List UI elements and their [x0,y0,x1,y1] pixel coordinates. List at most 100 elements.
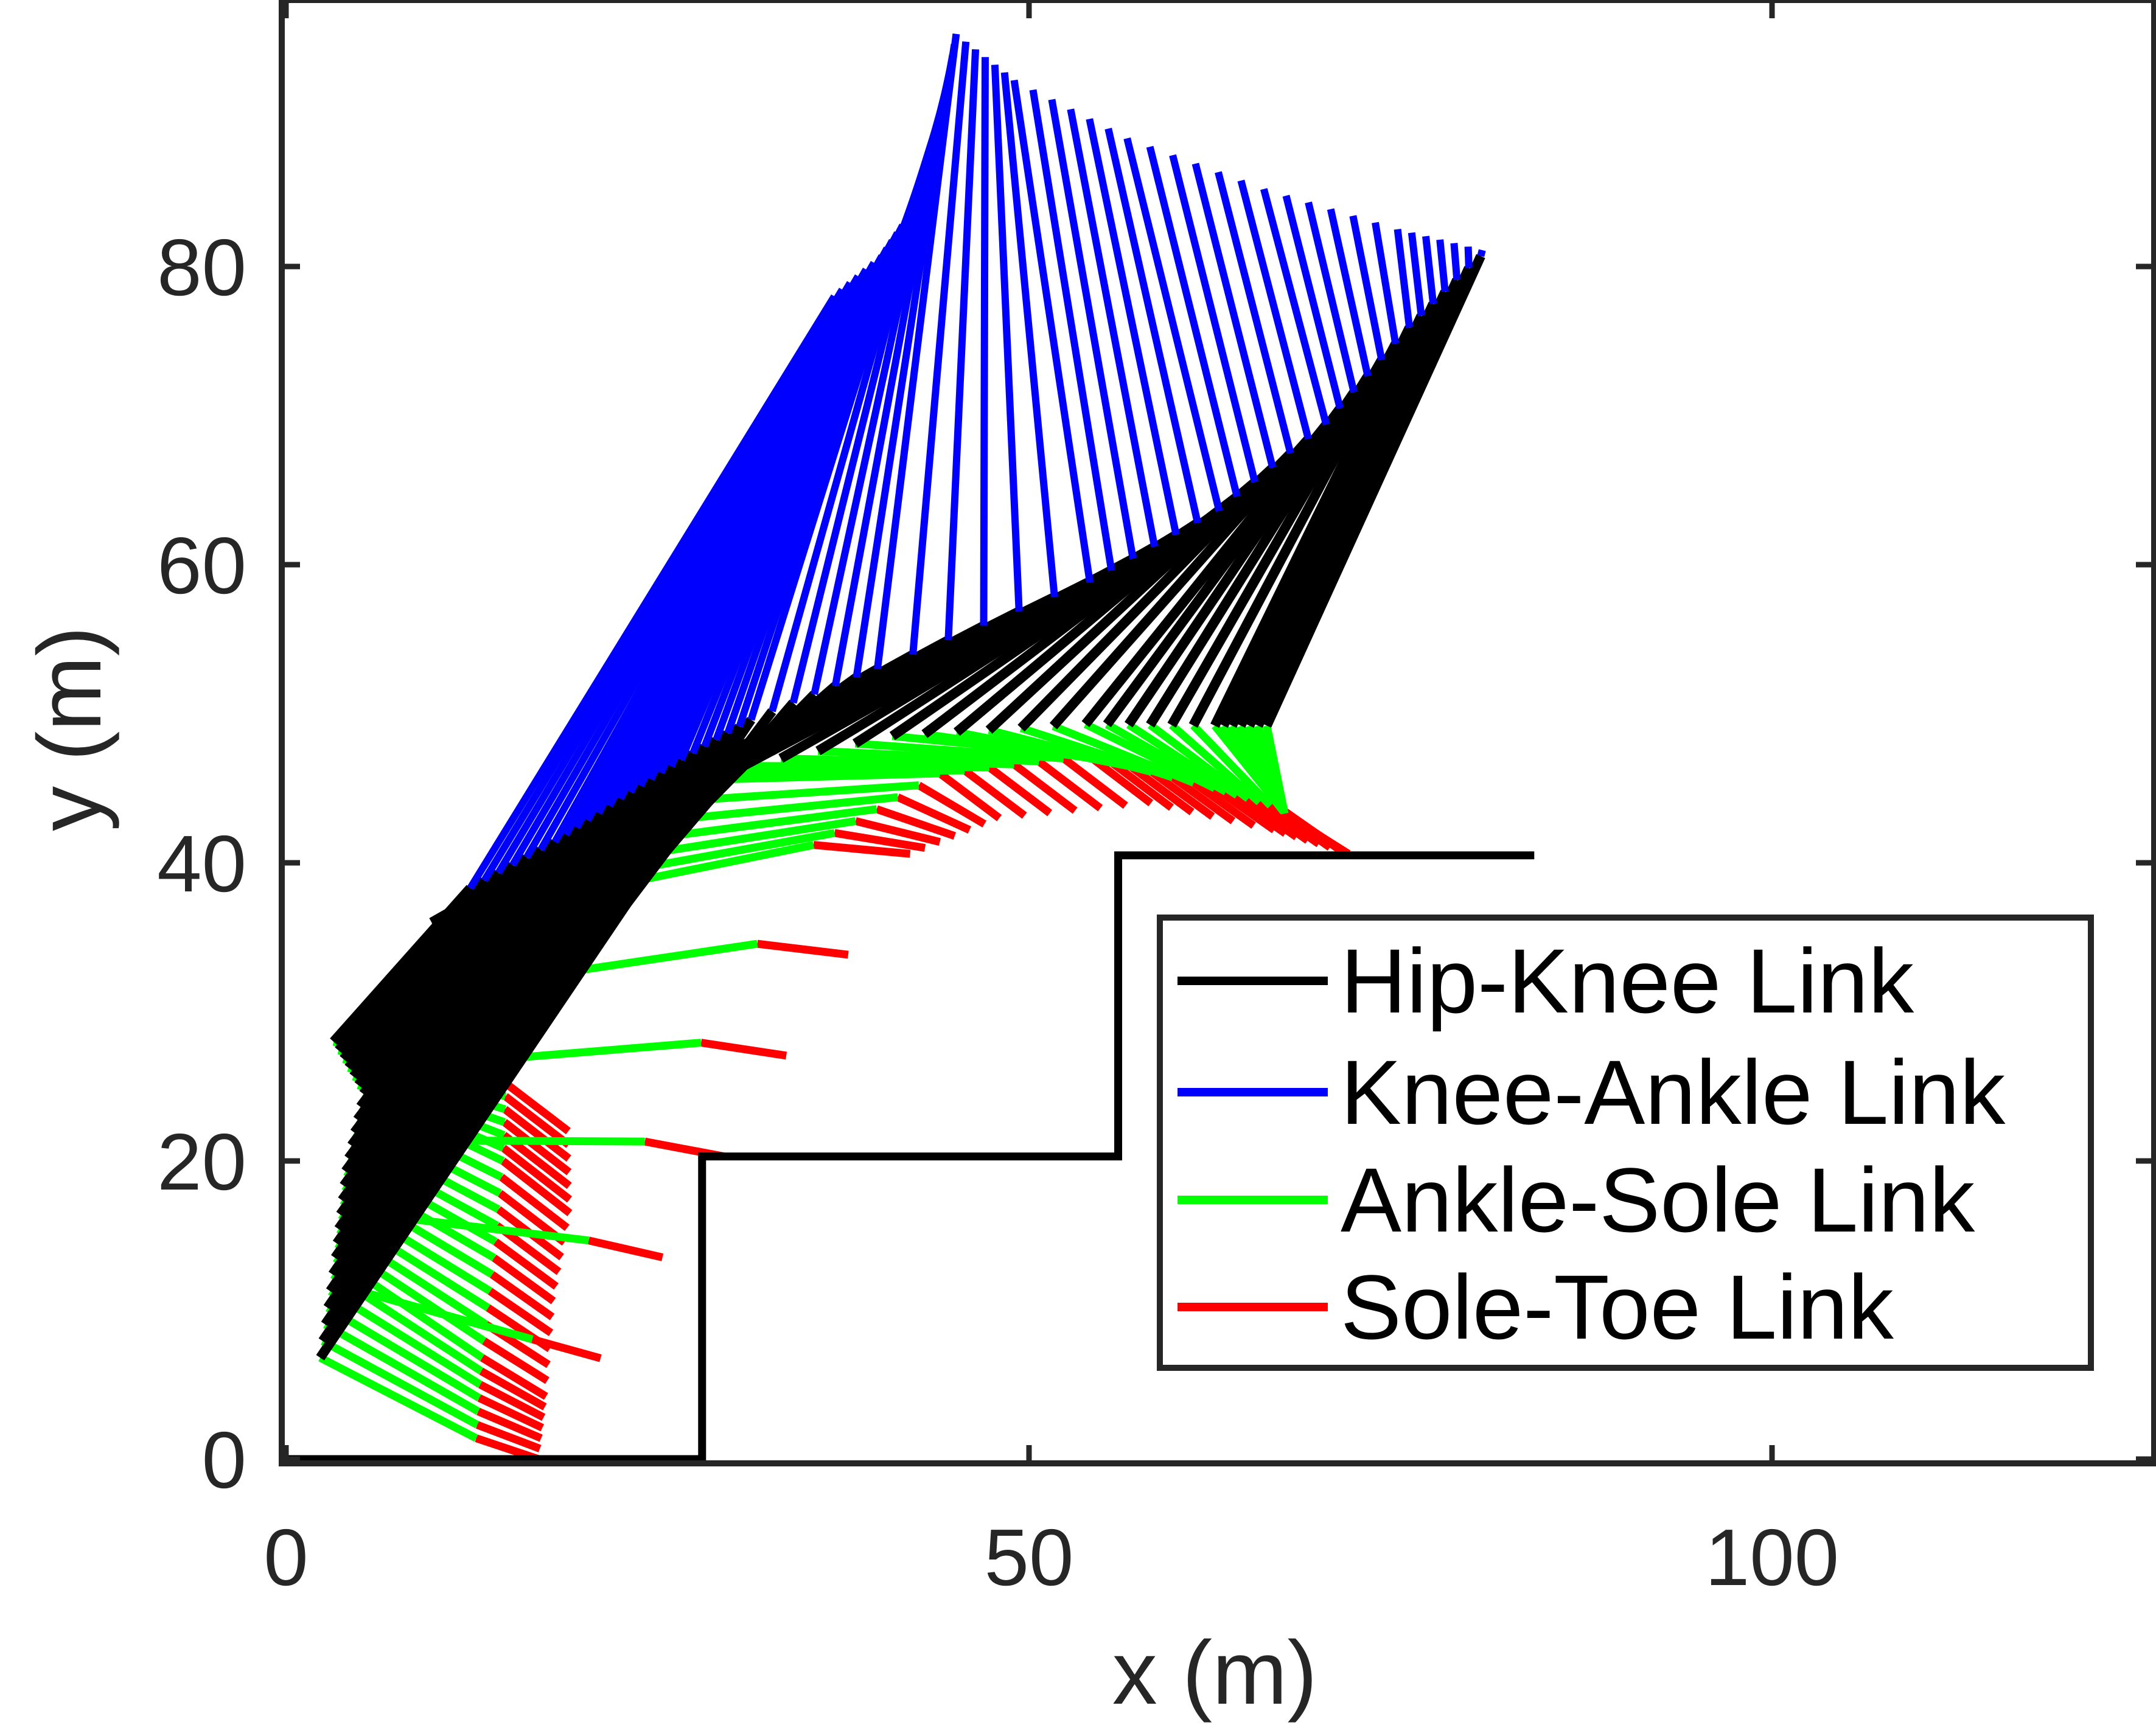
legend-box [1157,915,2094,1371]
hip-knee-link-pose-50 [1124,389,1358,728]
terrain-steps [286,851,1535,1463]
x-tick-label-50: 50 [985,1513,1074,1602]
ankle-sole-link-pose-47 [1052,722,1196,787]
knee-ankle-link-pose-29 [853,44,958,678]
x-tick-label-100: 100 [1705,1513,1839,1602]
sole-toe-link-pose-7 [499,1174,570,1231]
hip-knee-link-pose-52 [1167,357,1386,728]
link-trajectories [316,33,1486,1463]
sole-toe-link-pose-37 [962,767,1027,819]
sole-toe-link-pose-46 [1170,774,1236,824]
axes-frame [279,0,2156,1466]
legend: Hip-Knee Link Knee-Ankle Link Ankle-Sole… [1157,915,2094,1371]
sole-toe-link-pose-26 [587,1236,664,1261]
sole-toe-link-pose-40 [1036,758,1103,812]
legend-label-knee-ankle: Knee-Ankle Link [1341,1041,2006,1143]
knee-ankle-link-pose-40 [1086,118,1180,536]
knee-ankle-link-pose-36 [1010,79,1094,584]
knee-ankle-link-pose-2 [495,281,854,875]
knee-ankle-link-pose-32 [944,49,980,641]
sole-toe-link-pose-34 [896,793,972,834]
sole-toe-link-pose-38 [986,764,1053,817]
ankle-sole-link-pose-21 [326,1304,481,1402]
y-tick-label-20: 20 [157,1117,246,1207]
hip-knee-link-pose-53 [1188,341,1400,728]
sole-toe-link-pose-19 [479,1367,547,1410]
knee-ankle-link-pose-42 [1123,137,1223,512]
knee-ankle-link-pose-49 [1282,195,1344,409]
ankle-sole-link-pose-24 [318,1354,478,1442]
sole-toe-link-pose-6 [500,1157,573,1216]
sole-toe-link-pose-44 [1128,763,1195,815]
ankle-sole-link-pose-40 [817,747,1039,765]
sole-toe-link-pose-28 [700,1039,787,1060]
hip-knee-link-pose-57 [1236,290,1450,728]
knee-ankle-link-pose-57 [1436,239,1449,293]
knee-ankle-link-pose-48 [1260,188,1330,426]
hip-knee-link-pose-46 [1017,450,1294,732]
knee-ankle-link-pose-3 [509,274,862,867]
legend-label-sole-toe: Sole-Toe Link [1341,1256,1894,1358]
y-tick-label-80: 80 [157,223,246,312]
ankle-sole-link-pose-60 [1263,725,1289,815]
sole-toe-link-pose-1 [503,1093,571,1148]
x-axis-label: x (m) [1112,1623,1317,1723]
hip-knee-link-pose-54 [1210,325,1414,728]
ankle-sole-link-pose-50 [1126,721,1240,799]
hip-knee-link-pose-47 [1049,436,1313,730]
ankle-sole-link-pose-25 [337,1281,534,1343]
legend-label-hip-knee: Hip-Knee Link [1341,930,1914,1032]
sole-toe-link-pose-17 [482,1337,549,1384]
hip-knee-link-pose-16 [334,770,665,1232]
sole-toe-link-pose-41 [1061,755,1128,809]
knee-ankle-link-pose-4 [523,267,870,860]
knee-ankle-link-pose-47 [1237,179,1312,440]
ankle-sole-link-pose-39 [781,754,1014,768]
knee-ankle-link-pose-39 [1067,108,1159,548]
sole-toe-link-pose-18 [480,1354,548,1400]
y-axis-label: y (m) [19,626,120,831]
knee-ankle-link-pose-43 [1146,145,1241,498]
knee-ankle-link-pose-5 [537,260,877,852]
ankle-sole-link-pose-46 [1019,724,1174,781]
sole-toe-link-pose-35 [916,782,987,828]
sole-toe-link-pose-32 [854,817,941,846]
hip-knee-link-pose-60 [1262,254,1485,728]
ankle-sole-link-pose-52 [1169,722,1262,806]
sole-toe-link-pose-39 [1011,761,1078,814]
knee-ankle-link-pose-46 [1215,171,1294,455]
sole-toe-link-pose-29 [756,939,849,959]
knee-ankle-link-pose-59 [1464,246,1473,268]
knee-ankle-link-pose-30 [873,33,960,670]
sole-toe-link-pose-47 [1191,779,1256,829]
sole-toe-link-pose-22 [476,1407,543,1442]
hip-knee-link-pose-15 [336,776,655,1218]
knee-ankle-link-pose-38 [1048,99,1137,560]
y-tick-label-0: 0 [202,1415,246,1505]
sole-toe-link-pose-13 [489,1271,555,1320]
hip-knee-link-pose-59 [1254,266,1474,728]
sole-toe-link-pose-2 [502,1106,571,1162]
sole-toe-link-pose-25 [531,1335,602,1362]
knee-ankle-link-pose-54 [1394,229,1414,329]
knee-ankle-link-pose-55 [1408,232,1425,316]
hip-knee-link-pose-49 [1103,405,1344,728]
sole-toe-link-pose-60 [1282,810,1351,857]
knee-ankle-link-pose-45 [1191,162,1277,469]
knee-ankle-link-pose-1 [481,287,846,883]
knee-ankle-link-pose-35 [1000,72,1058,598]
sole-toe-link-pose-14 [487,1288,554,1336]
ankle-sole-link-pose-41 [854,739,1064,762]
sole-toe-link-pose-30 [813,841,911,858]
sole-toe-link-pose-20 [478,1381,546,1421]
x-tick-label-0: 0 [263,1513,308,1602]
knee-ankle-link-pose-50 [1305,201,1358,394]
sole-toe-link-pose-33 [875,805,957,840]
ankle-sole-link-pose-49 [1105,720,1228,795]
ankle-sole-link-pose-38 [744,762,989,772]
y-tick-label-40: 40 [157,819,246,908]
knee-ankle-link-pose-60 [1477,249,1486,257]
hip-knee-link-pose-14 [338,782,645,1204]
knee-ankle-link-pose-34 [991,64,1023,612]
